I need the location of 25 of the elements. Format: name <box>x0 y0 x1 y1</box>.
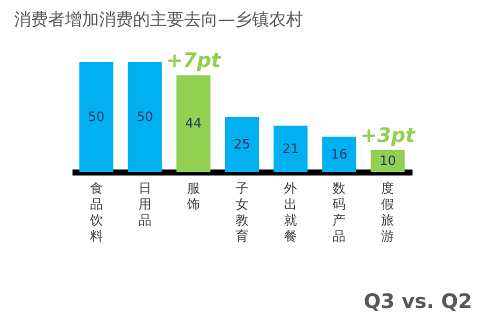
data-label: 16 <box>330 147 348 162</box>
chart-title: 消费者增加消费的主要去向—乡镇农村 <box>14 10 303 30</box>
text: Q3 vs. Q2 <box>364 289 472 313</box>
bar <box>322 136 356 172</box>
data-label: 10 <box>379 154 396 169</box>
data-label: 50 <box>136 110 154 125</box>
x-tick-label: 子女教育 <box>236 182 248 244</box>
bar <box>79 62 114 172</box>
data-label: 50 <box>88 110 105 125</box>
bar <box>370 150 405 172</box>
x-tick-label: 数码产品 <box>332 182 346 244</box>
data-label: 44 <box>185 116 202 132</box>
bar <box>225 117 259 172</box>
x-tick-label: 日用品 <box>138 182 152 228</box>
x-tick-label: 食品饮料 <box>88 182 103 244</box>
bar <box>274 126 308 172</box>
bar <box>176 75 210 172</box>
data-label: 25 <box>234 138 250 152</box>
bar <box>128 62 162 172</box>
annotation: +3pt <box>360 123 416 147</box>
annotation: +7pt <box>166 48 222 72</box>
x-tick-label: 服饰 <box>186 182 200 212</box>
x-tick-label: 度假旅游 <box>381 180 394 244</box>
data-label: 21 <box>282 142 299 157</box>
x-tick-label: 外出就餐 <box>284 182 298 244</box>
